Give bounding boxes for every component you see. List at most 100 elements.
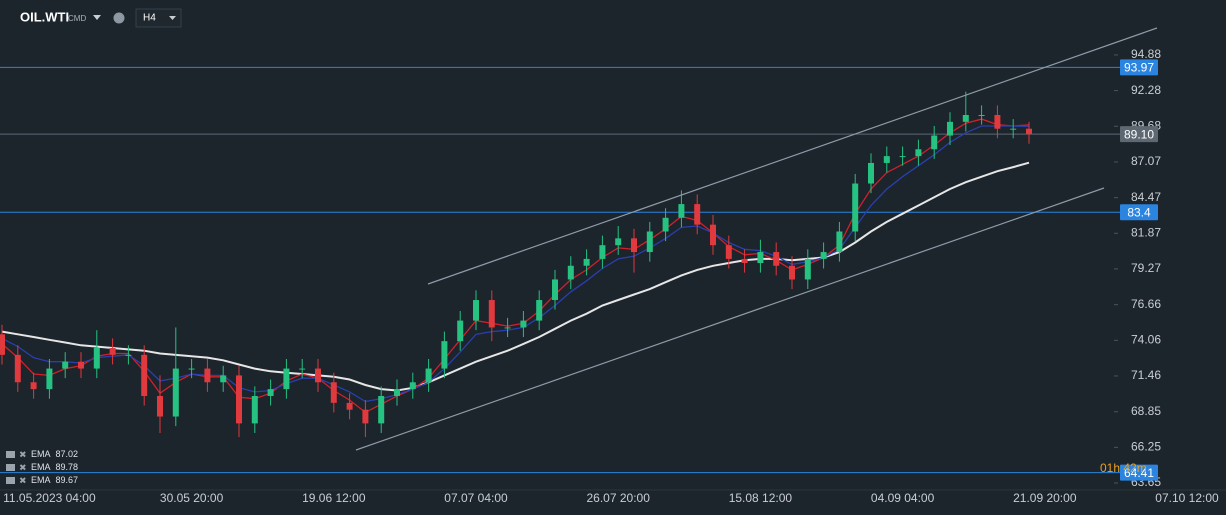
x-tick-label: 19.06 12:00 — [302, 491, 366, 505]
candle-body — [504, 327, 511, 329]
candle-body — [220, 375, 227, 383]
candle-body — [725, 245, 732, 259]
candle-body — [457, 320, 464, 342]
legend-value: 87.02 — [56, 449, 79, 459]
x-tick-label: 26.07 20:00 — [586, 491, 650, 505]
candle-body — [78, 361, 84, 369]
level-label: 83.4 — [1127, 205, 1151, 219]
level-badge — [1120, 204, 1158, 221]
candle-body — [899, 156, 906, 158]
candle-body — [741, 258, 748, 264]
x-tick-label: 07.07 04:00 — [444, 491, 508, 505]
candle-body — [62, 361, 69, 369]
level-badge — [1120, 59, 1158, 76]
candle-body — [346, 402, 353, 410]
y-tick-label: 71.46 — [1131, 368, 1161, 382]
candle-body — [172, 368, 179, 417]
y-tick-label: 76.66 — [1131, 297, 1161, 311]
legend-name: EMA — [31, 475, 51, 485]
candle-body — [0, 334, 5, 355]
candle-body — [631, 238, 637, 253]
candle-body — [915, 149, 922, 157]
candle-body — [789, 265, 795, 280]
y-tick-label: 81.87 — [1131, 225, 1161, 239]
candle-body — [109, 348, 116, 355]
level-label: 93.97 — [1124, 61, 1154, 75]
timeframe-dropdown[interactable] — [169, 16, 176, 20]
candle-body — [615, 238, 622, 246]
candle-body — [804, 258, 811, 280]
candle-body — [236, 375, 242, 424]
candle-body — [283, 368, 290, 390]
y-tick-label: 84.47 — [1131, 190, 1161, 204]
candle-body — [362, 409, 369, 424]
plot — [0, 66, 1158, 474]
y-tick-label: 66.25 — [1131, 440, 1161, 454]
candle-body — [1026, 128, 1032, 135]
channel-lower — [355, 187, 1105, 451]
candle-body — [157, 395, 163, 417]
candle-body — [141, 354, 148, 396]
market: CMD — [68, 14, 86, 23]
candle-body — [441, 341, 448, 369]
info-icon[interactable] — [113, 12, 125, 24]
x-tick-label: 11.05.2023 04:00 — [3, 491, 96, 505]
x-tick-label: 04.09 04:00 — [871, 491, 935, 505]
timeframe-box[interactable] — [135, 8, 182, 28]
candle-body — [962, 114, 969, 122]
candle-body — [315, 368, 321, 383]
x-tick-label: 21.09 20:00 — [1013, 491, 1077, 505]
candle-body — [330, 382, 337, 403]
x-tick-label: 07.10 12:00 — [1155, 491, 1219, 505]
legend-entry: EMA 89.78 — [31, 462, 78, 472]
legend-close: ✖ — [19, 475, 27, 485]
candle-body — [378, 395, 385, 424]
legend-value: 89.78 — [56, 462, 79, 472]
legend-name: EMA — [31, 449, 51, 459]
candle-body — [678, 204, 685, 218]
candle-body — [947, 121, 953, 136]
candle-body — [125, 354, 132, 356]
candle-body — [567, 265, 574, 280]
candle-body — [30, 382, 37, 390]
timeframe[interactable]: H4 — [143, 13, 156, 24]
candle-body — [488, 300, 495, 328]
legend-close: ✖ — [19, 462, 27, 472]
candle-body — [994, 114, 1001, 129]
ema-line — [1, 161, 1030, 392]
y-tick-label: 79.27 — [1131, 261, 1161, 275]
candle-body — [536, 300, 543, 321]
candle-body — [14, 354, 21, 383]
candle-body — [931, 135, 938, 150]
legend-entry: EMA 89.67 — [31, 475, 78, 485]
candle-body — [757, 252, 764, 264]
candle-body — [409, 382, 416, 390]
candle-body — [852, 183, 859, 232]
legend-value: 89.67 — [56, 475, 79, 485]
candle-body — [646, 231, 653, 253]
candle-body — [299, 368, 306, 370]
y-tick-label: 74.06 — [1131, 332, 1161, 346]
legend-entry: EMA 87.02 — [31, 449, 78, 459]
candle-body — [599, 245, 606, 259]
countdown: 01h 42m — [1100, 461, 1147, 475]
level-badge — [1120, 464, 1158, 481]
candle-body — [836, 231, 843, 253]
x-tick-label: 15.08 12:00 — [729, 491, 793, 505]
level-label: 64.41 — [1124, 466, 1154, 480]
candle-body — [93, 348, 100, 369]
candle-body — [662, 217, 669, 232]
candle-body — [251, 395, 258, 424]
symbol-dropdown[interactable] — [93, 15, 101, 20]
candle-body — [46, 368, 53, 390]
x-tick-label: 30.05 20:00 — [160, 491, 224, 505]
level-label: 89.10 — [1124, 127, 1154, 141]
candle-body — [820, 252, 827, 259]
symbol[interactable]: OIL.WTI — [20, 9, 69, 24]
candle-body — [520, 320, 527, 328]
candle-body — [883, 156, 890, 163]
candle-body — [978, 114, 985, 116]
candle-body — [394, 389, 400, 396]
